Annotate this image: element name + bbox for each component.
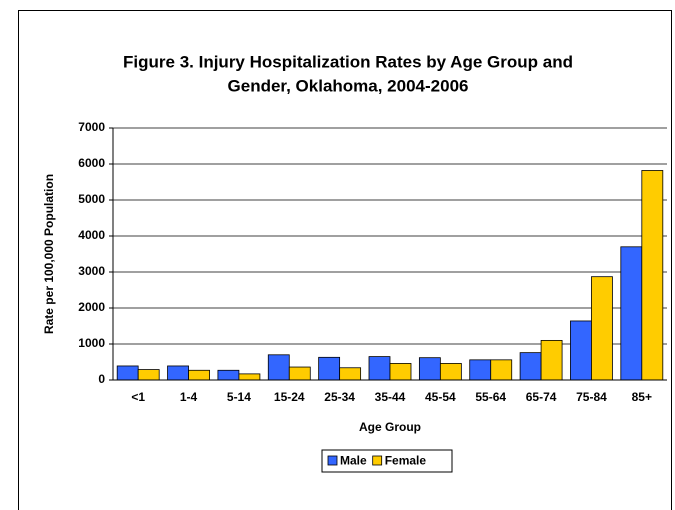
y-tick-label: 0 bbox=[98, 372, 105, 386]
bar bbox=[188, 369, 210, 381]
x-tick-label: 5-14 bbox=[227, 390, 251, 404]
bar bbox=[339, 367, 362, 381]
x-tick-label: 1-4 bbox=[180, 390, 198, 404]
y-tick-label: 7000 bbox=[78, 120, 105, 134]
bar bbox=[368, 356, 391, 381]
bar bbox=[570, 320, 592, 381]
legend-swatch bbox=[372, 455, 383, 466]
bar bbox=[620, 246, 643, 381]
bar bbox=[238, 373, 261, 381]
x-tick-label: 55-64 bbox=[475, 390, 506, 404]
bar bbox=[217, 369, 240, 381]
bar bbox=[418, 357, 441, 381]
bar bbox=[591, 276, 613, 381]
bar bbox=[439, 363, 462, 381]
bar bbox=[519, 352, 542, 381]
bar bbox=[267, 354, 290, 381]
y-tick-label: 2000 bbox=[78, 300, 105, 314]
bar bbox=[116, 365, 139, 381]
bar bbox=[318, 356, 341, 381]
legend-label: Female bbox=[385, 454, 427, 468]
bar bbox=[389, 363, 412, 381]
x-tick-label: 85+ bbox=[632, 390, 652, 404]
bar bbox=[641, 170, 664, 381]
x-tick-label: 15-24 bbox=[274, 390, 305, 404]
legend-box bbox=[321, 449, 453, 473]
x-tick-label: 25-34 bbox=[324, 390, 355, 404]
x-axis-label: Age Group bbox=[359, 420, 421, 434]
x-tick-label: 35-44 bbox=[375, 390, 406, 404]
y-tick-label: 3000 bbox=[78, 264, 105, 278]
x-tick-label: 75-84 bbox=[576, 390, 607, 404]
bar bbox=[469, 359, 492, 381]
x-tick-label: 65-74 bbox=[526, 390, 557, 404]
x-tick-label: 45-54 bbox=[425, 390, 456, 404]
chart-border bbox=[18, 10, 672, 510]
y-axis-label: Rate per 100,000 Population bbox=[42, 174, 56, 334]
bar bbox=[288, 366, 311, 381]
legend-swatch bbox=[327, 455, 338, 466]
legend-label: Male bbox=[340, 454, 367, 468]
chart-title: Gender, Oklahoma, 2004-2006 bbox=[228, 76, 469, 95]
bar bbox=[137, 369, 160, 381]
y-tick-label: 4000 bbox=[78, 228, 105, 242]
y-tick-label: 1000 bbox=[78, 336, 105, 350]
y-tick-label: 6000 bbox=[78, 156, 105, 170]
chart-title: Figure 3. Injury Hospitalization Rates b… bbox=[123, 52, 573, 71]
bar bbox=[490, 359, 513, 381]
bar bbox=[167, 365, 189, 381]
x-tick-label: <1 bbox=[131, 390, 145, 404]
bar bbox=[540, 339, 563, 381]
y-tick-label: 5000 bbox=[78, 192, 105, 206]
